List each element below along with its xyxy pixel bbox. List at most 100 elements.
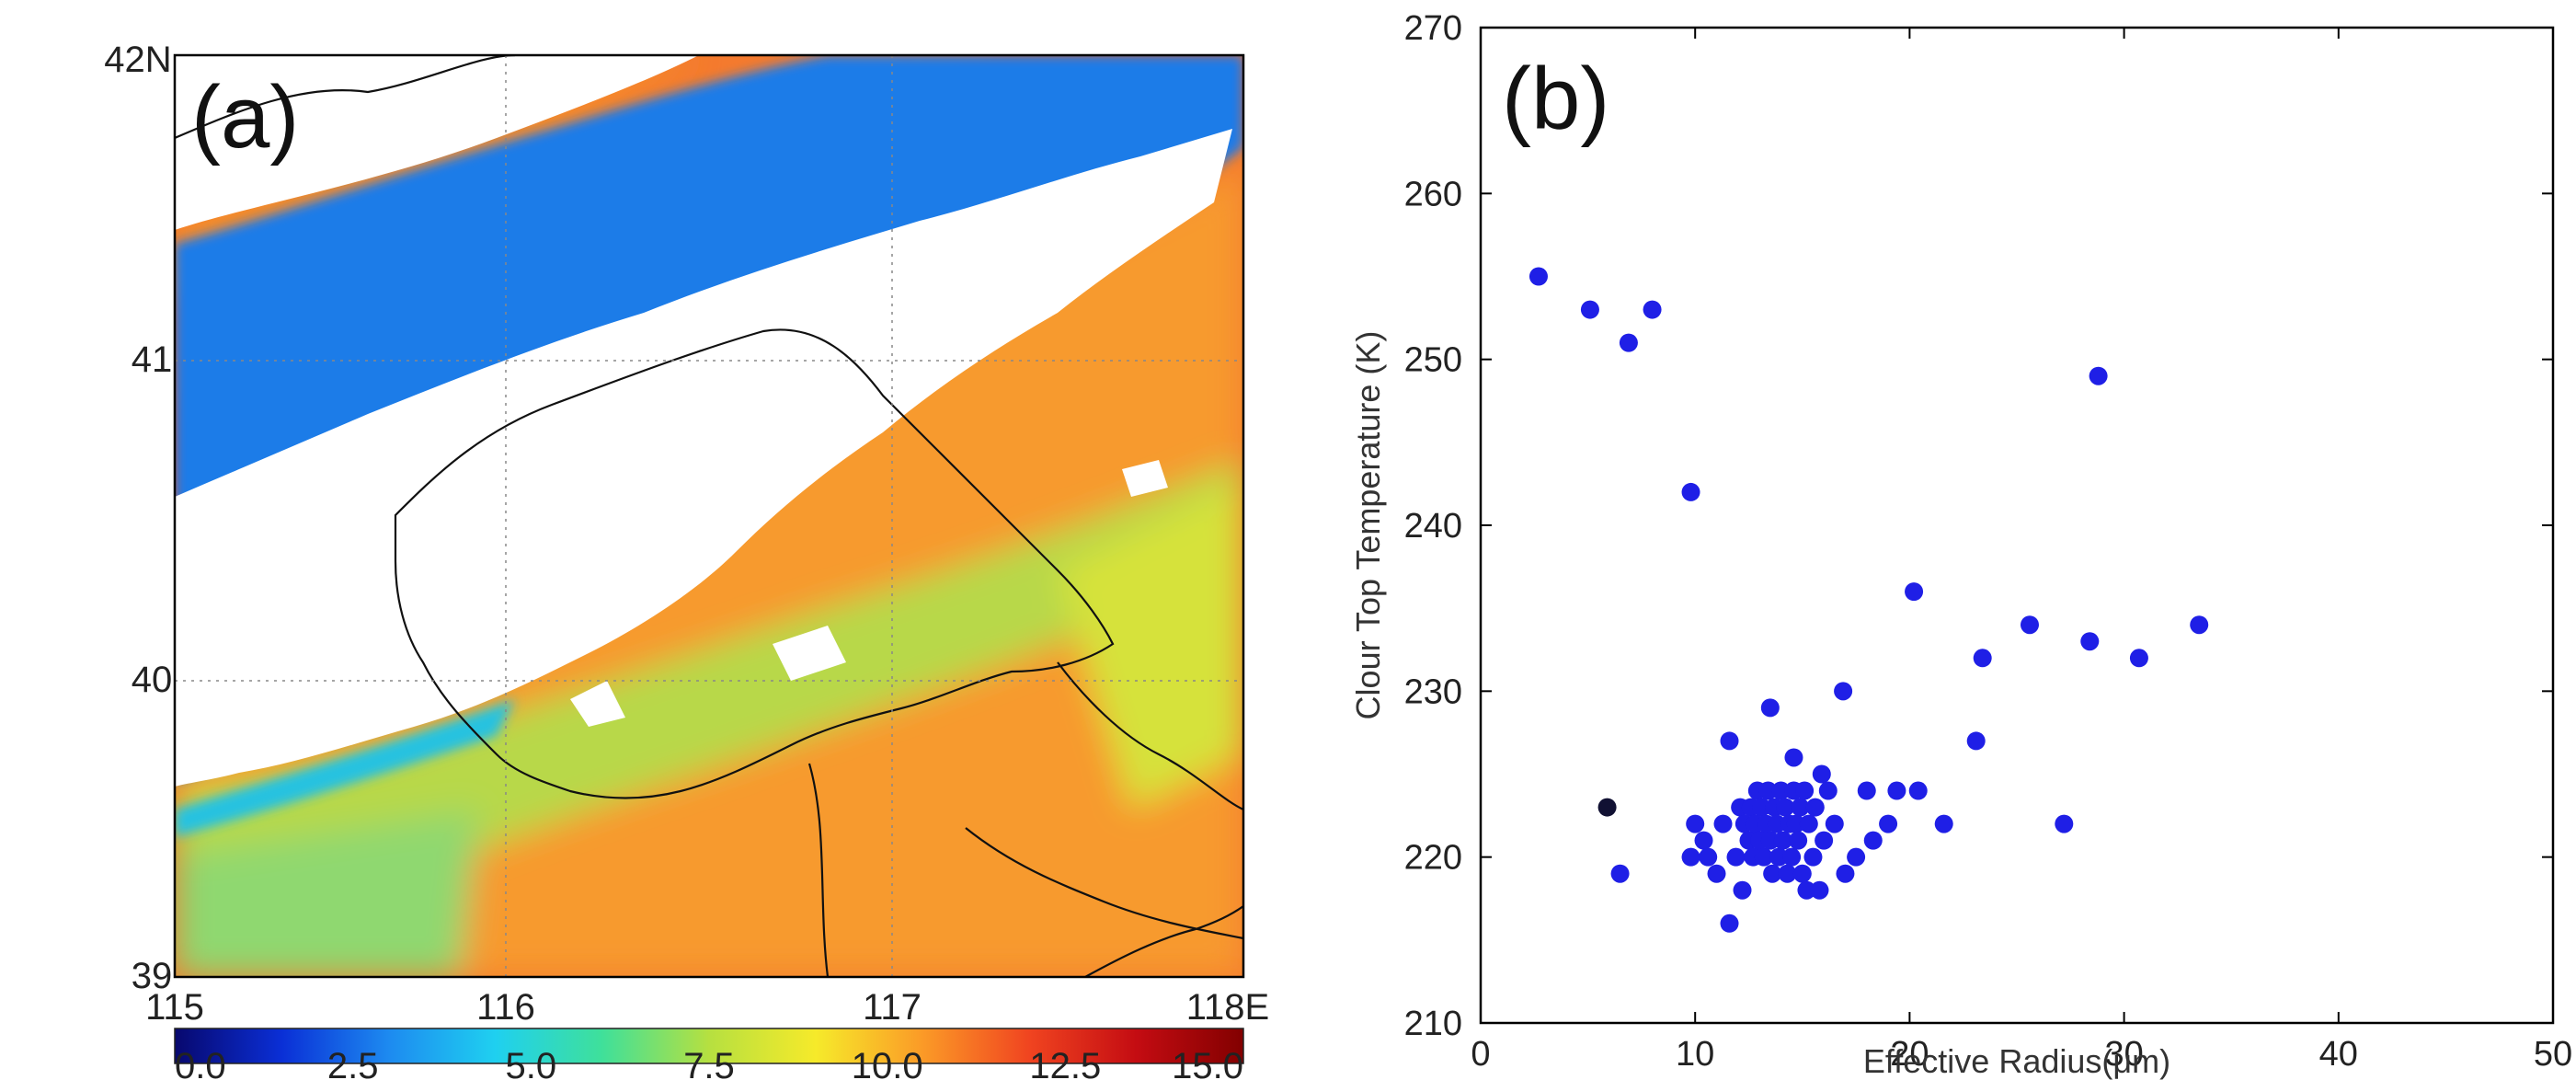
scatter-point	[1726, 847, 1746, 867]
scatter-point	[1797, 880, 1816, 900]
border-beijing	[394, 328, 1115, 799]
scatter-point	[1778, 864, 1797, 883]
colorbar-tick-label: 0.0	[175, 1046, 226, 1080]
scatter-point	[1771, 781, 1791, 800]
x-tick-label: 50	[2534, 1035, 2572, 1074]
scatter-point	[1694, 831, 1713, 850]
cloud-mask-north	[175, 55, 699, 230]
map-y-tick-39: 39	[132, 956, 173, 996]
scatter-point	[1707, 864, 1726, 883]
scatter-point	[1752, 798, 1771, 817]
map-band-green-southwest-low	[175, 810, 478, 977]
x-tick-label: 10	[1676, 1035, 1714, 1074]
scatter-point	[1760, 831, 1780, 850]
scatter-point	[1619, 333, 1638, 352]
scatter-point	[1812, 764, 1831, 784]
scatter-point	[1857, 781, 1876, 800]
scatter-point	[1810, 880, 1829, 900]
scatter-point	[1863, 831, 1883, 850]
scatter-point	[1815, 831, 1834, 850]
scatter-point	[1763, 864, 1782, 883]
scatter-point	[1789, 831, 1808, 850]
y-tick-label: 230	[1404, 672, 1462, 711]
colorbar-bar	[174, 1028, 1244, 1064]
border-hebei-east	[1057, 661, 1243, 811]
map-y-tick-41: 41	[132, 339, 173, 380]
x-tick-label: 0	[1471, 1035, 1490, 1074]
scatter-point	[1681, 847, 1700, 867]
scatter-point	[1887, 781, 1906, 800]
map-x-tick-117: 117	[863, 987, 922, 1028]
scatter-point	[1803, 847, 1823, 867]
scatter-point	[1934, 814, 1953, 833]
scatter-axes: 0 10 20 30 40 50 210 220 230 240 250 260 270	[1404, 9, 2573, 1074]
border-tianjin	[807, 763, 830, 977]
map-y-ticks: 42N 41 40 39	[104, 40, 172, 996]
scatter-point	[1610, 864, 1630, 883]
scatter-point	[1818, 781, 1838, 800]
scatter-point	[1681, 482, 1700, 501]
map-x-ticks: 115 116 117 118E	[145, 987, 1269, 1028]
map-field	[175, 55, 1243, 977]
scatter-point	[1773, 831, 1792, 850]
scatter-point	[1784, 748, 1803, 767]
scatter-point	[1733, 880, 1752, 900]
border-coast	[1084, 905, 1243, 977]
colorbar-tick-label: 5.0	[506, 1046, 557, 1080]
scatter-point	[2080, 632, 2100, 651]
cloud-edge-cyan	[175, 699, 515, 837]
map-x-tick-115: 115	[145, 987, 204, 1028]
scatter-point	[1760, 698, 1780, 718]
y-axis-label: Clour Top Temperature (K)	[1349, 331, 1387, 720]
border-north	[175, 55, 516, 140]
map-frame	[173, 53, 1245, 979]
scatter-point	[1879, 814, 1898, 833]
scatter-point-highlight	[1597, 798, 1617, 817]
scatter-point	[1786, 814, 1805, 833]
colorbar-ticks: 0.0 2.5 5.0 7.5 10.0 12.5 15.0	[175, 1046, 1243, 1080]
scatter-point	[1791, 798, 1810, 817]
scatter-point	[1776, 798, 1795, 817]
colorbar: 0.0 2.5 5.0 7.5 10.0 12.5 15.0	[174, 1028, 1244, 1080]
scatter-point	[1758, 781, 1778, 800]
province-borders	[175, 55, 1243, 977]
panel-b: (b) 0 10 20 30 40 50 210 220 230 240 250 260 270 Eff…	[1349, 9, 2572, 1080]
y-tick-label: 240	[1404, 507, 1462, 546]
map-band-yellow-east	[1058, 478, 1243, 810]
y-tick-label: 250	[1404, 341, 1462, 380]
y-tick-label: 210	[1404, 1005, 1462, 1043]
scatter-points	[1528, 267, 2209, 933]
scatter-point	[1699, 847, 1718, 867]
x-tick-label: 20	[1890, 1035, 1929, 1074]
scatter-point	[2055, 814, 2074, 833]
y-tick-label: 270	[1404, 9, 1462, 48]
panel-b-label: (b)	[1502, 50, 1609, 148]
scatter-point	[1905, 582, 1924, 602]
scatter-point	[2089, 366, 2108, 385]
scatter-point	[1720, 731, 1739, 751]
colorbar-tick-label: 7.5	[683, 1046, 735, 1080]
x-axis-label: Effective Radius(μm)	[1863, 1042, 2170, 1080]
panel-a: (a) 115 116 117 118E 42N 41 40 39 0.0 2.5…	[104, 40, 1269, 1080]
scatter-point	[1836, 864, 1855, 883]
scatter-point	[1782, 847, 1802, 867]
scatter-point	[1834, 682, 1853, 701]
scatter-point	[1713, 814, 1733, 833]
cloud-mask-central	[175, 129, 1232, 787]
x-tick-label: 30	[2104, 1035, 2143, 1074]
scatter-point	[1908, 781, 1928, 800]
map-y-tick-40: 40	[132, 660, 173, 700]
map-x-tick-116: 116	[476, 987, 535, 1028]
y-tick-label: 220	[1404, 839, 1462, 878]
scatter-point	[1643, 300, 1662, 319]
scatter-point	[1528, 267, 1548, 286]
panel-a-label: (a)	[191, 68, 299, 167]
x-tick-label: 40	[2319, 1035, 2358, 1074]
scatter-point	[1720, 913, 1739, 933]
scatter-point	[1799, 814, 1818, 833]
y-tick-label: 260	[1404, 175, 1462, 213]
scatter-point	[1767, 814, 1786, 833]
scatter-point	[1825, 814, 1844, 833]
colorbar-tick-label: 10.0	[852, 1046, 923, 1080]
scatter-point	[1580, 300, 1599, 319]
